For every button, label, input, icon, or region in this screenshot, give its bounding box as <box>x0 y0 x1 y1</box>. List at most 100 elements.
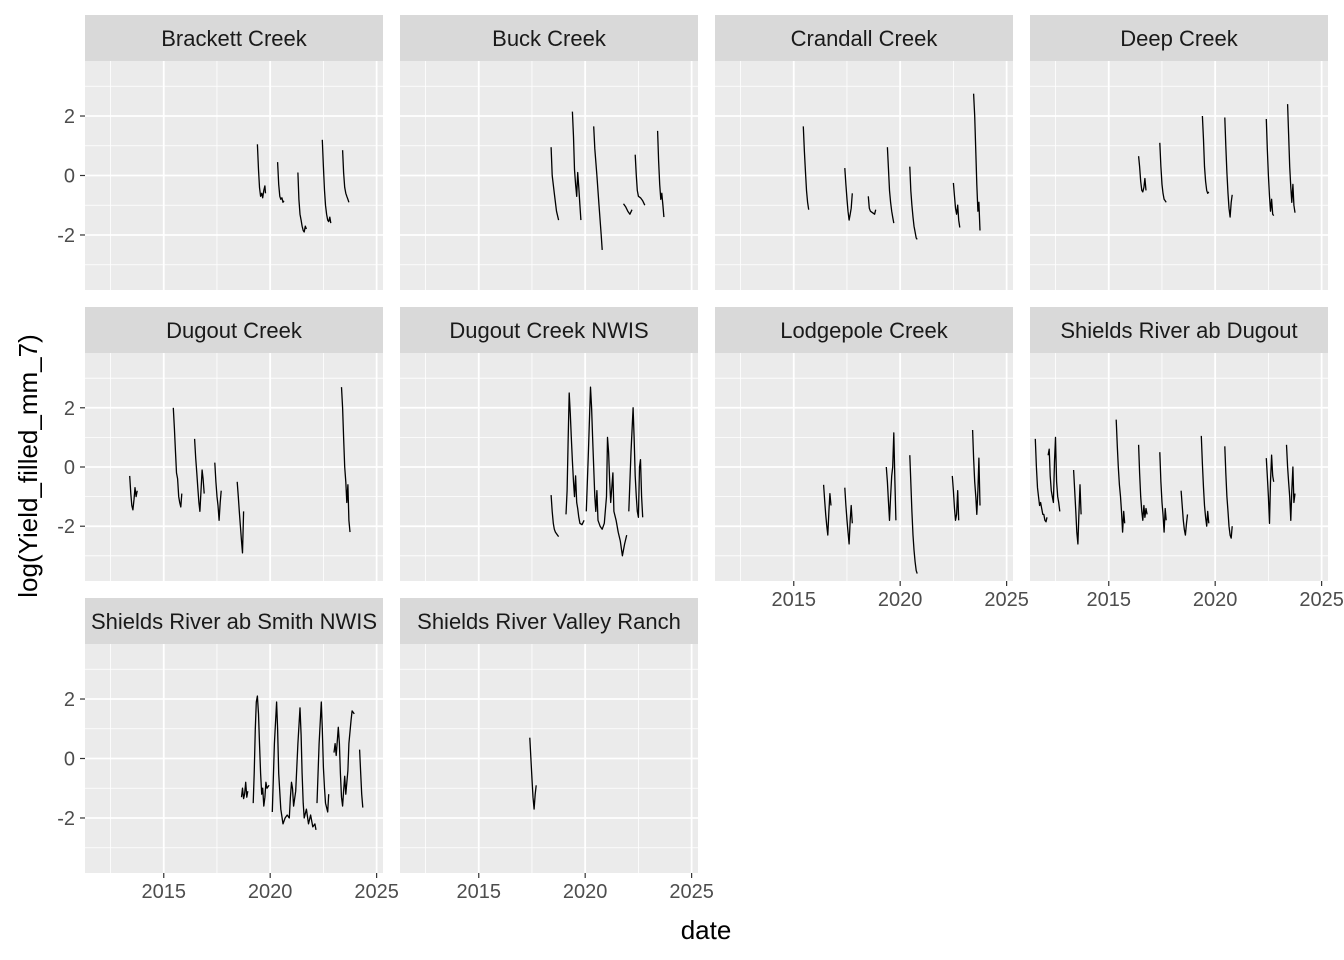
series-line <box>550 147 560 221</box>
series-line <box>1265 118 1275 216</box>
y-tick-label: 2 <box>64 106 75 128</box>
y-tick-label: 0 <box>64 457 75 479</box>
x-tick-label: 2015 <box>772 589 817 611</box>
facet-panel: Brackett Creek -2 0 2 <box>57 15 383 290</box>
facet-panel: Shields River Valley Ranch 2015 2020 2025 <box>400 598 714 903</box>
series-line <box>951 475 960 521</box>
series-line <box>593 126 603 250</box>
series-line <box>1224 446 1233 539</box>
series-line <box>628 407 644 518</box>
x-tick-label: 2020 <box>563 881 608 903</box>
series-line <box>622 203 633 215</box>
series-line <box>1200 435 1210 527</box>
y-axis-title: log(Yield_filled_mm_7) <box>13 334 43 598</box>
facet-strip <box>1030 15 1328 61</box>
facet-panel: Deep Creek <box>1030 15 1328 290</box>
y-tick-label: -2 <box>57 808 75 830</box>
facet-strip <box>400 598 698 644</box>
x-tick-label: 2020 <box>248 881 293 903</box>
x-tick-label: 2020 <box>878 589 923 611</box>
series-line <box>971 429 981 516</box>
facet-panel: Shields River ab Smith NWIS -2 0 2 2015 2020 2… <box>57 598 399 903</box>
x-tick-label: 2015 <box>142 881 187 903</box>
facet-strip <box>400 15 698 61</box>
x-tick-label: 2025 <box>669 881 714 903</box>
series-line <box>193 438 205 513</box>
y-tick-label: 2 <box>64 689 75 711</box>
facet-strip <box>1030 307 1328 353</box>
series-line <box>358 749 364 808</box>
series-line <box>297 172 308 233</box>
series-line <box>822 484 832 536</box>
facet-strip-title: Shields River Valley Ranch <box>417 609 681 634</box>
series-line <box>1224 117 1233 218</box>
series-line <box>321 139 332 224</box>
series-line <box>1034 438 1048 523</box>
facet-panel: Dugout Creek NWIS <box>400 307 698 581</box>
facet-strip <box>400 307 698 353</box>
series-line <box>972 93 981 231</box>
facet-strip-title: Brackett Creek <box>161 26 307 51</box>
series-line <box>1047 436 1061 512</box>
facet-strip <box>715 15 1013 61</box>
series-line <box>333 710 355 807</box>
facet-panel: Crandall Creek <box>715 15 1013 290</box>
series-line <box>909 455 918 574</box>
series-line <box>802 126 810 210</box>
series-line <box>341 150 350 203</box>
series-line <box>656 130 665 218</box>
series-line <box>340 387 351 533</box>
series-line <box>1137 444 1148 521</box>
series-line <box>909 166 918 240</box>
facet-panel: Dugout Creek -2 0 2 <box>57 307 383 581</box>
series-line <box>1159 142 1167 203</box>
facet-panel: Buck Creek <box>400 15 698 290</box>
series-line <box>1265 454 1275 524</box>
series-line <box>271 701 317 831</box>
y-tick-label: 0 <box>64 166 75 188</box>
series-line <box>885 432 897 521</box>
x-tick-label: 2015 <box>1087 589 1132 611</box>
x-tick-label: 2025 <box>354 881 399 903</box>
series-line <box>952 182 961 228</box>
y-tick-label: 0 <box>64 749 75 771</box>
facet-panel: Shields River ab Dugout 2015 2020 2025 <box>1030 307 1344 611</box>
series-line <box>886 147 895 224</box>
series-line <box>129 475 138 511</box>
x-tick-label: 2025 <box>1299 589 1344 611</box>
facet-strip-title: Shields River ab Dugout <box>1060 318 1297 343</box>
facet-strip <box>85 15 383 61</box>
facet-panel: Lodgepole Creek 2015 2020 2025 <box>715 307 1029 611</box>
facet-strip-title: Buck Creek <box>492 26 607 51</box>
series-line <box>214 462 222 521</box>
series-line <box>529 737 537 810</box>
facet-strip-title: Deep Creek <box>1120 26 1238 51</box>
x-tick-label: 2020 <box>1193 589 1238 611</box>
facet-strip <box>85 307 383 353</box>
series-line <box>844 168 853 221</box>
series-line <box>172 407 183 508</box>
series-line <box>565 392 585 526</box>
series-line <box>550 495 560 537</box>
series-line <box>256 144 267 199</box>
facet-strip-title: Dugout Creek NWIS <box>449 318 648 343</box>
series-line <box>1159 452 1167 533</box>
facet-strip <box>85 598 383 644</box>
facet-strip-title: Crandall Creek <box>791 26 939 51</box>
facet-strip-title: Shields River ab Smith NWIS <box>91 609 377 634</box>
series-line <box>585 386 628 557</box>
y-tick-label: 2 <box>64 398 75 420</box>
series-line <box>1072 469 1082 545</box>
series-line <box>252 695 270 807</box>
series-line <box>1285 444 1296 521</box>
facet-panels: Brackett Creek -2 0 2 Buck Creek Crandall Cre… <box>57 15 1344 903</box>
series-line <box>634 154 646 206</box>
series-line <box>1286 104 1296 213</box>
facet-strip <box>715 307 1013 353</box>
y-tick-label: -2 <box>57 516 75 538</box>
series-line <box>1137 156 1147 193</box>
series-line <box>236 481 245 554</box>
series-line <box>240 781 249 800</box>
x-tick-label: 2015 <box>457 881 502 903</box>
